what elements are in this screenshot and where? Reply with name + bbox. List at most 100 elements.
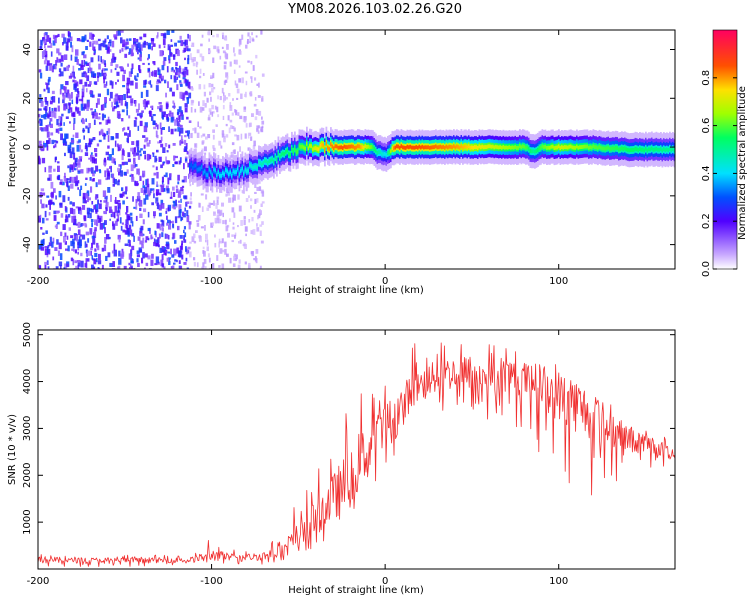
noise-speck bbox=[77, 229, 81, 235]
ridge-cell bbox=[444, 145, 446, 150]
noise-speck bbox=[258, 110, 262, 116]
noise-speck bbox=[257, 180, 261, 184]
noise-speck bbox=[103, 200, 107, 203]
noise-speck bbox=[176, 50, 180, 57]
noise-speck bbox=[136, 258, 139, 263]
noise-speck bbox=[139, 36, 143, 40]
noise-speck bbox=[221, 130, 225, 135]
noise-speck bbox=[221, 133, 225, 138]
ridge-cell bbox=[558, 144, 560, 149]
noise-speck bbox=[181, 92, 186, 98]
spectrogram-frame bbox=[37, 29, 676, 270]
noise-speck bbox=[45, 109, 48, 113]
ridge-cell bbox=[246, 169, 248, 174]
noise-speck bbox=[248, 219, 251, 223]
noise-speck bbox=[83, 135, 85, 140]
colorbar-tick-label: 0.2 bbox=[701, 213, 712, 229]
ridge-cell bbox=[568, 144, 571, 149]
ridge-cell bbox=[547, 145, 550, 150]
noise-speck bbox=[48, 174, 52, 181]
noise-speck bbox=[108, 236, 111, 240]
noise-speck bbox=[112, 53, 115, 58]
ridge-cell bbox=[562, 145, 565, 150]
noise-speck bbox=[109, 166, 112, 169]
noise-speck bbox=[231, 234, 234, 237]
noise-speck bbox=[45, 204, 48, 208]
ridge-cell bbox=[531, 149, 533, 154]
noise-speck bbox=[236, 88, 240, 94]
noise-speck bbox=[130, 80, 134, 86]
noise-speck bbox=[247, 147, 251, 151]
noise-speck bbox=[177, 127, 181, 132]
noise-speck bbox=[161, 246, 165, 253]
noise-speck bbox=[180, 40, 184, 47]
ridge-cell bbox=[552, 144, 554, 149]
noise-speck bbox=[85, 46, 88, 50]
noise-speck bbox=[213, 87, 216, 90]
noise-speck bbox=[118, 170, 121, 176]
noise-speck bbox=[226, 187, 229, 194]
noise-speck bbox=[59, 253, 63, 260]
noise-speck bbox=[142, 219, 145, 225]
noise-speck bbox=[225, 225, 229, 232]
noise-speck bbox=[113, 34, 117, 38]
noise-speck bbox=[51, 108, 54, 114]
noise-speck bbox=[163, 45, 166, 48]
ridge-cell bbox=[666, 147, 668, 152]
noise-speck bbox=[158, 244, 160, 248]
noise-speck bbox=[156, 79, 160, 82]
noise-speck bbox=[89, 208, 93, 212]
noise-speck bbox=[139, 51, 142, 58]
ridge-cell bbox=[630, 148, 632, 152]
noise-speck bbox=[42, 144, 45, 151]
noise-speck bbox=[189, 133, 191, 138]
noise-speck bbox=[52, 256, 55, 261]
noise-speck bbox=[161, 75, 164, 81]
noise-speck bbox=[126, 77, 131, 85]
noise-speck bbox=[148, 192, 151, 196]
noise-speck bbox=[103, 133, 107, 137]
noise-speck bbox=[135, 183, 139, 186]
noise-speck bbox=[80, 260, 84, 268]
noise-speck bbox=[143, 150, 146, 154]
noise-speck bbox=[95, 220, 99, 227]
noise-speck bbox=[179, 266, 183, 269]
noise-speck bbox=[124, 230, 127, 235]
ridge-cell bbox=[271, 157, 274, 162]
noise-speck bbox=[104, 97, 107, 104]
ridge-cell bbox=[400, 144, 403, 149]
noise-speck bbox=[51, 139, 55, 145]
noise-speck bbox=[132, 147, 136, 155]
noise-speck bbox=[164, 250, 167, 253]
noise-speck bbox=[82, 51, 85, 54]
noise-speck bbox=[120, 164, 122, 169]
ridge-cell bbox=[469, 145, 472, 150]
noise-speck bbox=[44, 248, 49, 256]
noise-speck bbox=[172, 100, 175, 104]
noise-speck bbox=[229, 61, 232, 67]
noise-speck bbox=[185, 130, 188, 133]
noise-speck bbox=[188, 224, 191, 230]
noise-speck bbox=[257, 215, 259, 220]
noise-speck bbox=[188, 221, 192, 225]
noise-speck bbox=[143, 33, 147, 38]
noise-speck bbox=[185, 82, 189, 86]
noise-speck bbox=[181, 179, 185, 183]
noise-speck bbox=[213, 45, 217, 50]
noise-speck bbox=[214, 234, 216, 238]
noise-speck bbox=[114, 205, 117, 213]
noise-speck bbox=[81, 205, 86, 210]
noise-speck bbox=[115, 93, 119, 97]
ridge-cell bbox=[561, 145, 563, 149]
noise-speck bbox=[41, 217, 45, 224]
ridge-cell bbox=[439, 144, 442, 149]
noise-speck bbox=[39, 265, 42, 269]
noise-speck bbox=[70, 73, 74, 77]
ridge-cell bbox=[408, 145, 410, 150]
noise-speck bbox=[100, 43, 104, 47]
noise-speck bbox=[103, 77, 105, 84]
noise-speck bbox=[219, 248, 223, 254]
noise-speck bbox=[156, 124, 159, 130]
noise-speck bbox=[154, 155, 157, 163]
